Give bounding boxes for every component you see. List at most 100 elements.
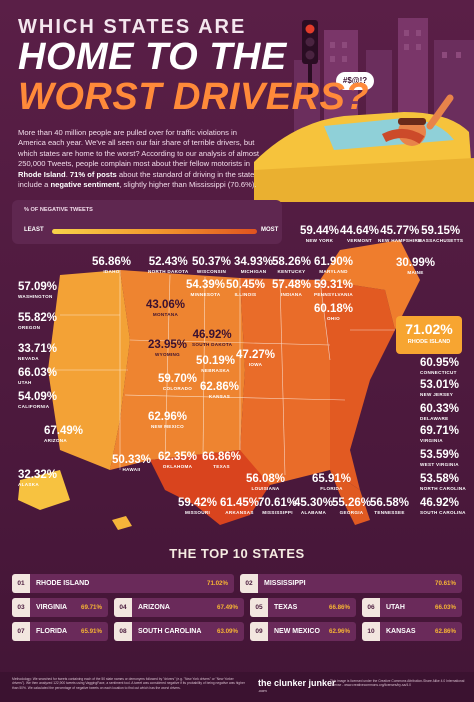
state-value: 60.33%	[420, 403, 460, 415]
state-value: 62.96%	[148, 411, 188, 423]
title-line-1: WHICH STATES ARE	[18, 16, 247, 38]
northeast-region	[320, 240, 420, 330]
highlight-value: 71.02%	[405, 321, 453, 337]
rank-value: 65.91%	[81, 628, 102, 635]
state-name: DELAWARE	[420, 415, 449, 421]
rank-state: SOUTH CAROLINA	[138, 628, 202, 635]
rank-state: UTAH	[386, 604, 405, 611]
state-value: 52.43%	[148, 256, 188, 268]
state-label-kansas: 62.86% KANSAS	[200, 381, 239, 399]
top-10-section: THE TOP 10 STATES 01 RHODE ISLAND 71.02% 0…	[12, 540, 462, 670]
state-value: 50.37%	[192, 256, 232, 268]
rank-state: ARIZONA	[138, 604, 170, 611]
color-legend: % OF NEGATIVE TWEETS LEAST MOST	[12, 200, 282, 244]
state-value: 53.59%	[420, 449, 460, 461]
state-value: 54.09%	[18, 391, 58, 403]
hawaii-shape	[112, 516, 132, 530]
state-name: UTAH	[18, 379, 32, 385]
state-value: 30.99%	[396, 257, 436, 269]
state-label-missouri: 59.42% MISSOURI	[178, 497, 218, 515]
state-label-arizona: 67.49% ARIZONA	[44, 425, 83, 443]
state-value: 33.71%	[18, 343, 58, 355]
state-value: 57.48%	[272, 279, 312, 291]
state-name: SOUTH CAROLINA	[420, 509, 466, 515]
rank-number: 01	[12, 574, 30, 593]
brand-logo[interactable]: the clunker junker .com	[258, 678, 336, 693]
state-label-oklahoma: 62.35% OKLAHOMA	[158, 451, 197, 469]
state-value: 46.92%	[420, 497, 460, 509]
state-value: 56.58%	[370, 497, 410, 509]
logo-text: the clunker junker	[258, 678, 336, 688]
alaska-shape	[18, 470, 70, 510]
state-label-minnesota: 54.39% MINNESOTA	[186, 279, 225, 297]
state-name: NORTH DAKOTA	[148, 268, 189, 274]
intro-text-d: 71% of posts	[69, 169, 117, 179]
state-name: OREGON	[18, 324, 41, 330]
state-label-nebraska: 50.19% NEBRASKA	[196, 355, 235, 373]
rank-value: 66.03%	[435, 604, 456, 611]
state-name: NEW HAMPSHIRE	[378, 237, 422, 243]
state-value: 60.95%	[420, 357, 460, 369]
state-name: FLORIDA	[320, 485, 343, 491]
state-value: 47.27%	[236, 349, 276, 361]
state-name: VIRGINIA	[420, 437, 443, 443]
state-value: 59.42%	[178, 497, 218, 509]
state-value: 70.61%	[258, 497, 298, 509]
intro-text-c: .	[65, 169, 70, 179]
title-line-2: HOME TO THE	[18, 36, 287, 78]
state-name: WYOMING	[154, 351, 181, 357]
rank-value: 71.02%	[207, 580, 228, 587]
state-value: 46.92%	[192, 329, 232, 341]
state-name: MINNESOTA	[190, 291, 221, 297]
state-value: 32.32%	[18, 469, 58, 481]
legend-least-label: LEAST	[24, 227, 44, 233]
state-label-hawaii: 50.33% HAWAII	[112, 454, 151, 472]
state-name: WISCONSIN	[196, 268, 227, 274]
state-label-ohio: 60.18% OHIO	[314, 303, 353, 321]
top-10-row: 02 MISSISSIPPI 70.61%	[240, 574, 462, 593]
state-name: NEW MEXICO	[150, 423, 185, 429]
state-value: 66.03%	[18, 367, 58, 379]
state-name: TENNESSEE	[374, 509, 405, 515]
title-line-3: WORST DRIVERS?	[18, 76, 370, 118]
state-name: ARKANSAS	[225, 509, 254, 515]
state-label-north-carolina: 53.58% NORTH CAROLINA	[420, 473, 467, 491]
state-name: ILLINOIS	[234, 291, 257, 297]
rank-number: 04	[114, 598, 132, 617]
state-name: KENTUCKY	[277, 268, 306, 274]
state-label-florida: 65.91% FLORIDA	[312, 473, 351, 491]
state-label-california: 54.09% CALIFORNIA	[18, 391, 58, 409]
state-label-maine: 30.99% MAINE	[396, 257, 436, 275]
state-label-illinois: 50.45% ILLINOIS	[226, 279, 265, 297]
rank-number: 05	[250, 598, 268, 617]
state-name: HAWAII	[122, 466, 141, 472]
state-name: MARYLAND	[319, 268, 348, 274]
license-text: This image is licensed under the Creativ…	[330, 679, 465, 688]
central-region	[220, 278, 330, 485]
rank-state: TEXAS	[274, 604, 298, 611]
state-value: 55.26%	[332, 497, 372, 509]
state-label-alaska: 32.32% ALASKA	[18, 469, 58, 487]
top-10-row: 09 NEW MEXICO 62.96%	[250, 622, 356, 641]
state-name: NORTH CAROLINA	[420, 485, 467, 491]
state-label-idaho: 56.86% IDAHO	[92, 256, 132, 274]
state-value: 59.31%	[314, 279, 354, 291]
state-name: CALIFORNIA	[18, 403, 50, 409]
us-map-shapes	[18, 240, 420, 530]
state-name: NEBRASKA	[201, 367, 230, 373]
state-label-south-dakota: 46.92% SOUTH DAKOTA	[192, 329, 233, 347]
logo-sub: .com	[258, 688, 267, 693]
rank-value: 63.09%	[217, 628, 238, 635]
rank-number: 02	[240, 574, 258, 593]
state-name: SOUTH DAKOTA	[192, 341, 233, 347]
state-label-connecticut: 60.95% CONNECTICUT	[420, 357, 460, 375]
rank-value: 69.71%	[81, 604, 102, 611]
state-value: 56.86%	[92, 256, 132, 268]
top-10-row: 03 VIRGINIA 69.71%	[12, 598, 108, 617]
state-value: 43.06%	[146, 299, 186, 311]
intro-text-e: about the standard of driving in the sta…	[18, 169, 255, 190]
state-name: GEORGIA	[339, 509, 364, 515]
state-name: NEW JERSEY	[420, 391, 454, 397]
state-name: ARIZONA	[44, 437, 68, 443]
state-label-texas: 66.86% TEXAS	[202, 451, 241, 469]
